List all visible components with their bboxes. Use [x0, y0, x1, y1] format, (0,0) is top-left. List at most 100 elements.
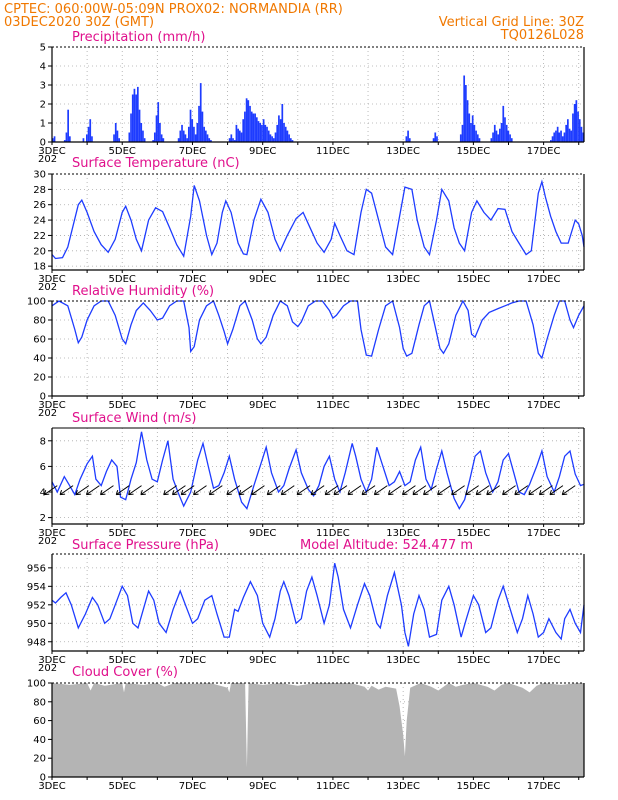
wind-arrow-shaft [549, 485, 564, 496]
precip-bar [269, 134, 272, 142]
x-tick-label: 9DEC [249, 146, 276, 157]
x-tick-label: 13DEC [386, 528, 420, 539]
wind-arrow-head [310, 489, 317, 496]
precip-bar [553, 132, 556, 142]
wind-arrow-head [128, 489, 134, 496]
x-tick-label: 11DEC [316, 146, 350, 157]
series-line [51, 299, 585, 360]
y-tick-label: 40 [33, 735, 46, 746]
precip-bar [130, 113, 132, 142]
precip-bar [461, 124, 464, 142]
wind-arrow-shaft [333, 485, 348, 496]
panel-3: Surface Wind (m/s) 2 4 6 8 3DEC 5DEC 7DEC 9DEC 11… [38, 411, 585, 547]
precip-bar [492, 132, 494, 142]
precip-bar [468, 113, 471, 142]
x-tick-label: 17DEC [527, 528, 561, 539]
wind-arrow-head [296, 489, 303, 496]
precip-bar [87, 126, 90, 142]
precip-bar [249, 105, 251, 142]
wind-arrow-shaft [193, 485, 207, 496]
precip-bar [131, 94, 134, 142]
wind-arrow-head [561, 489, 568, 496]
y-tick-label: 80 [33, 316, 46, 327]
x-tick-label: 15DEC [457, 781, 491, 792]
panel-title: Precipitation (mm/h) [72, 30, 205, 45]
x-tick-label: 9DEC [249, 781, 276, 792]
header-model-id: TQ0126L028 [500, 28, 584, 43]
precip-bar [291, 140, 294, 142]
precip-bar [286, 130, 289, 142]
precip-bar [250, 111, 253, 142]
precip-bar [567, 119, 569, 142]
precip-bar [135, 94, 137, 142]
wind-arrow-shaft [209, 485, 223, 496]
precip-bar [53, 136, 56, 142]
x-tick-label: 5DEC [109, 400, 136, 411]
header-date-line: 03DEC2020 30Z (GMT) [4, 15, 154, 30]
precip-bar [278, 115, 280, 142]
wind-arrow-head [59, 489, 66, 496]
x-tick-label: 13DEC [386, 274, 420, 285]
x-tick-label: 7DEC [179, 400, 206, 411]
wind-arrow-head [99, 489, 106, 496]
precip-bar [558, 132, 561, 142]
precip-bar [432, 138, 435, 142]
precip-bar [128, 132, 131, 142]
wind-arrow-shaft [281, 485, 295, 496]
y-tick-label: 5 [40, 43, 46, 54]
precip-bar [194, 134, 197, 142]
precip-bar [266, 126, 268, 142]
wind-arrow-head [324, 489, 331, 496]
x-year-label: 202 [38, 408, 57, 419]
y-tick-label: 4 [40, 62, 46, 73]
x-tick-label: 9DEC [249, 655, 276, 666]
precip-bar [283, 123, 285, 142]
precip-bar [288, 134, 290, 142]
wind-arrow-shaft [324, 485, 339, 496]
precip-bar [199, 83, 202, 142]
precip-bar [68, 136, 71, 142]
wind-arrow-shaft [140, 485, 155, 496]
x-tick-label: 7DEC [179, 781, 206, 792]
x-tick-label: 7DEC [179, 655, 206, 666]
y-tick-label: 0 [40, 773, 46, 784]
precip-bar [153, 132, 156, 142]
wind-arrow-shaft [238, 485, 253, 496]
precip-bar [157, 102, 160, 142]
x-tick-label: 15DEC [457, 146, 491, 157]
wind-arrow-shaft [180, 485, 195, 496]
wind-arrow-shaft [100, 485, 114, 496]
wind-arrow-head [465, 489, 471, 496]
precip-bar [478, 138, 481, 142]
precip-bar [245, 98, 248, 142]
panel-title: Surface Pressure (hPa) [72, 538, 219, 553]
x-tick-label: 11DEC [316, 528, 350, 539]
y-tick-label: 20 [33, 373, 46, 384]
precip-bar [459, 134, 462, 142]
y-tick-label: 80 [33, 697, 46, 708]
wind-arrow-shaft [59, 485, 74, 496]
x-year-label: 202 [38, 663, 57, 674]
precip-bar [555, 130, 557, 142]
wind-arrow-shaft [528, 485, 543, 496]
precip-bar [247, 100, 250, 142]
x-tick-label: 7DEC [179, 146, 206, 157]
wind-arrow-shaft [75, 485, 90, 496]
wind-arrow-shaft [561, 485, 576, 496]
precip-bar [507, 130, 510, 142]
wind-arrow-shaft [423, 485, 437, 496]
x-tick-label: 3DEC [38, 528, 65, 539]
wind-arrow-head [75, 489, 81, 496]
precip-bar [143, 138, 146, 142]
precip-bar [152, 140, 154, 142]
x-tick-label: 11DEC [316, 400, 350, 411]
precip-bar [203, 126, 205, 142]
wind-arrow-shaft [402, 485, 416, 496]
x-tick-label: 3DEC [38, 655, 65, 666]
y-tick-label: 948 [27, 637, 46, 648]
series-line [51, 563, 585, 647]
wind-arrow-shaft [296, 485, 311, 496]
precip-bar [162, 138, 165, 142]
y-tick-label: 26 [33, 200, 46, 211]
wind-arrow-head [85, 489, 92, 496]
